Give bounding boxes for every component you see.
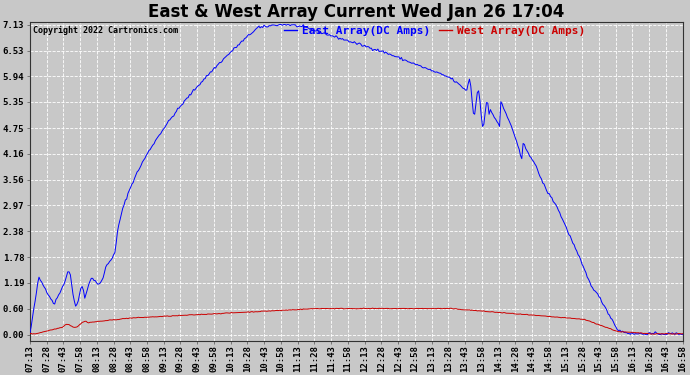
Text: Copyright 2022 Cartronics.com: Copyright 2022 Cartronics.com xyxy=(33,26,178,34)
Title: East & West Array Current Wed Jan 26 17:04: East & West Array Current Wed Jan 26 17:… xyxy=(148,3,564,21)
Legend: East Array(DC Amps), West Array(DC Amps): East Array(DC Amps), West Array(DC Amps) xyxy=(279,21,589,40)
